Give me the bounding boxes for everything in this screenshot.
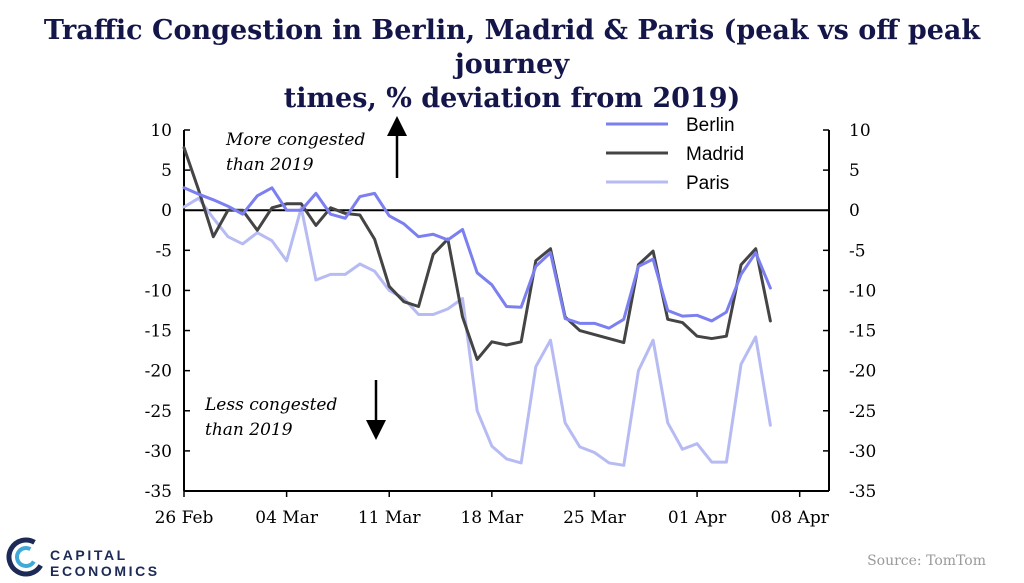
chart-title-line-1: Traffic Congestion in Berlin, Madrid & P… xyxy=(43,15,981,80)
x-tick-label: 26 Feb xyxy=(155,508,214,528)
y-tick-label-right: -10 xyxy=(849,281,876,301)
logo-text: CAPITAL ECONOMICS xyxy=(50,547,160,579)
y-tick-label-left: -25 xyxy=(145,402,172,422)
chart-title: Traffic Congestion in Berlin, Madrid & P… xyxy=(0,14,1024,116)
chart-annotations: More congested than 2019 Less congested tha… xyxy=(204,116,407,440)
y-tick-label-left: -35 xyxy=(145,482,172,502)
y-tick-label-right: -5 xyxy=(849,241,866,261)
y-tick-label-right: -20 xyxy=(849,362,876,382)
chart-axes: 10 10 5 5 0 0 -5 -5 -10 -10 -15 -15 -20 -20 -25 -25 -30 -… xyxy=(145,121,877,528)
x-tick-label: 25 Mar xyxy=(563,508,627,528)
y-tick-label-left: -15 xyxy=(145,322,172,342)
y-tick-label-left: -10 xyxy=(145,281,172,301)
source-note: Source: TomTom xyxy=(867,553,986,569)
y-tick-label-right: 10 xyxy=(849,121,871,141)
x-tick-label: 18 Mar xyxy=(460,508,524,528)
up-arrow-head xyxy=(387,116,407,136)
chart-title-line-2: times, % deviation from 2019) xyxy=(283,83,741,114)
y-tick-label-right: -15 xyxy=(849,322,876,342)
capital-economics-logo: CAPITAL ECONOMICS xyxy=(6,537,236,579)
y-tick-label-right: -35 xyxy=(849,482,876,502)
series-line-berlin xyxy=(182,186,772,330)
capital-economics-logo-icon xyxy=(6,537,46,577)
y-tick-label-left: 10 xyxy=(150,121,172,141)
y-tick-label-right: -25 xyxy=(849,402,876,422)
y-tick-label-left: -30 xyxy=(145,442,172,462)
y-tick-label-left: 0 xyxy=(161,201,172,221)
series-line-madrid xyxy=(182,146,772,361)
x-tick-label: 01 Apr xyxy=(668,508,727,528)
annotation-less-congested: Less congested xyxy=(204,395,337,415)
x-tick-label: 11 Mar xyxy=(358,508,422,528)
y-tick-label-left: -5 xyxy=(155,241,172,261)
legend-label-madrid: Madrid xyxy=(686,144,744,165)
y-tick-label-right: 5 xyxy=(849,161,860,181)
annotation-more-congested: More congested xyxy=(225,130,365,150)
x-tick-label: 08 Apr xyxy=(771,508,830,528)
down-arrow-head xyxy=(366,420,386,440)
y-tick-label-right: 0 xyxy=(849,201,860,221)
series-line-paris xyxy=(182,196,772,467)
chart-series xyxy=(182,146,772,467)
annotation-less-congested-2: than 2019 xyxy=(205,420,293,440)
legend-label-berlin: Berlin xyxy=(686,115,735,136)
y-tick-label-right: -30 xyxy=(849,442,876,462)
annotation-more-congested-2: than 2019 xyxy=(226,155,314,175)
x-tick-label: 04 Mar xyxy=(255,508,319,528)
legend-label-paris: Paris xyxy=(686,173,729,194)
y-tick-label-left: -20 xyxy=(145,362,172,382)
y-tick-label-left: 5 xyxy=(161,161,172,181)
chart-legend: Berlin Madrid Paris xyxy=(606,115,744,194)
